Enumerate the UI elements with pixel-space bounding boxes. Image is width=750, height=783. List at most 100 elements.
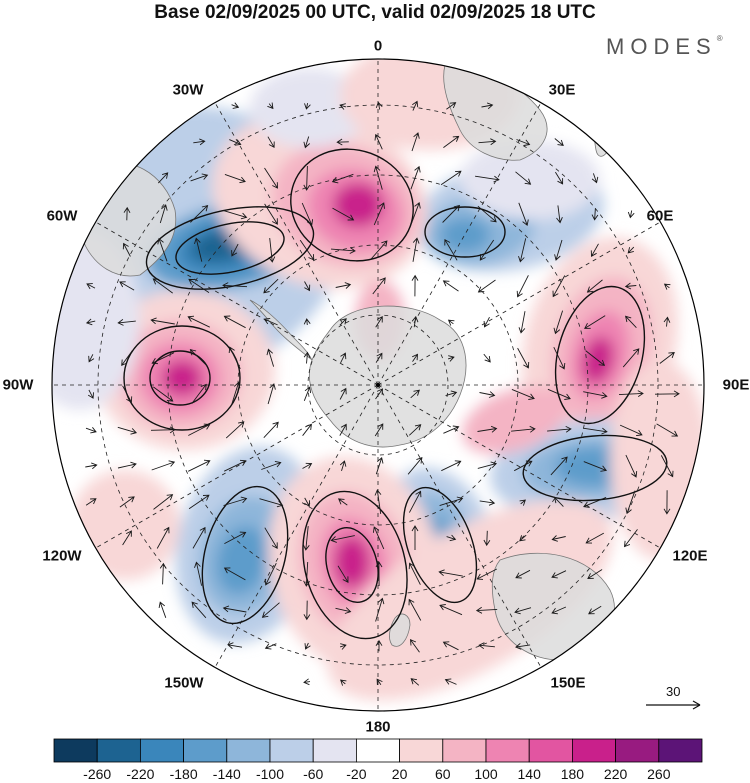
wind-arrow — [515, 643, 531, 650]
wind-arrow — [659, 351, 675, 364]
wind-arrow — [412, 237, 420, 262]
contour-line — [123, 325, 241, 431]
wind-arrow — [303, 386, 312, 401]
colorbar-swatch — [269, 738, 314, 763]
longitude-label-ne: 30E — [548, 81, 576, 99]
negative-anomaly-cell — [216, 525, 268, 595]
wind-arrow — [268, 238, 276, 263]
wind-arrow — [193, 138, 206, 146]
wind-arrow — [445, 390, 458, 398]
wind-arrow — [409, 638, 420, 653]
wind-arrow — [337, 565, 349, 583]
wind-arrow — [409, 490, 422, 513]
colorbar-swatch — [312, 738, 357, 763]
wind-arrow — [547, 388, 571, 400]
wind-arrow — [475, 606, 498, 614]
wind-arrow — [663, 316, 671, 327]
wind-arrow — [411, 315, 419, 328]
wind-arrow — [550, 456, 568, 476]
wind-arrow — [223, 315, 246, 329]
antarctica — [308, 305, 467, 448]
wind-arrow — [624, 315, 637, 329]
wind-arrow — [660, 455, 674, 478]
colorbar-tick-label: -100 — [255, 766, 285, 782]
wind-arrow — [191, 601, 207, 619]
wind-arrow — [442, 204, 461, 223]
wind-arrow — [224, 173, 246, 184]
contour-line — [402, 486, 478, 604]
contour-line — [325, 527, 379, 603]
wind-arrow — [229, 139, 242, 146]
wind-arrow — [227, 642, 243, 649]
wind-arrow — [373, 202, 385, 226]
wind-arrow — [511, 425, 536, 433]
wind-arrow — [188, 494, 210, 510]
wind-arrow — [408, 424, 422, 436]
wind-arrow — [479, 499, 496, 506]
contour-line — [201, 485, 289, 625]
colorbar-swatch — [658, 738, 703, 763]
wind-arrow — [301, 202, 314, 226]
colorbar-tick-label: -180 — [169, 766, 198, 782]
wind-arrow — [479, 391, 496, 398]
wind-arrow — [85, 462, 98, 470]
wind-arrow — [335, 282, 352, 289]
longitude-label-n: 0 — [373, 37, 383, 55]
longitude-label-nw: 30W — [172, 81, 204, 99]
colorbar-tick-label: 220 — [603, 766, 628, 782]
wind-arrow — [584, 315, 606, 329]
wind-arrow — [153, 386, 174, 402]
wind-arrow — [443, 425, 460, 434]
contour-line — [424, 206, 506, 258]
wind-arrow — [375, 315, 383, 328]
wind-arrow — [194, 237, 203, 262]
wind-arrow — [223, 496, 248, 506]
meridian-line — [95, 221, 379, 386]
negative-anomaly-cell — [440, 218, 490, 252]
wind-arrow — [376, 678, 383, 686]
positive-anomaly-cell — [327, 499, 613, 701]
longitude-label-w: 90W — [2, 376, 34, 394]
wind-vectors — [85, 100, 680, 686]
longitude-label-wnw: 60W — [46, 207, 78, 225]
wind-arrow — [191, 383, 207, 404]
wind-arrow — [85, 318, 96, 326]
wind-arrow — [444, 238, 458, 261]
wind-arrow — [440, 170, 462, 186]
wind-arrow — [303, 165, 311, 191]
wind-arrow — [625, 490, 636, 515]
wind-arrow — [339, 387, 347, 400]
colorbar-tick-label: 60 — [435, 766, 451, 782]
wind-arrow — [339, 318, 347, 326]
wind-arrow — [224, 459, 247, 472]
wind-arrow — [372, 526, 385, 550]
wind-arrow — [188, 459, 211, 472]
wind-arrow — [375, 388, 384, 400]
wind-arrow — [190, 204, 209, 223]
wind-arrow — [407, 457, 423, 475]
wind-arrow — [656, 423, 679, 437]
wind-arrow — [264, 527, 278, 550]
wind-arrow — [339, 103, 347, 110]
wind-arrow — [627, 246, 635, 254]
wind-arrow — [583, 461, 608, 472]
longitude-label-wsw: 120W — [42, 547, 82, 565]
wind-arrow — [411, 525, 419, 550]
wind-arrow — [477, 205, 497, 223]
colorbar-swatch — [399, 738, 444, 763]
wind-arrow — [230, 381, 241, 406]
wind-arrow — [267, 383, 276, 405]
wind-arrow — [372, 277, 386, 295]
wind-arrow — [374, 489, 382, 514]
map-content — [52, 59, 704, 711]
wind-arrow — [583, 391, 608, 399]
negative-anomaly-cell — [52, 230, 140, 410]
wind-arrow — [223, 567, 246, 581]
wind-arrow — [586, 279, 603, 293]
wind-arrow — [302, 423, 312, 436]
wind-arrow — [515, 569, 531, 579]
wind-arrow — [187, 315, 210, 328]
meridian-line — [377, 384, 542, 668]
wind-arrow — [412, 353, 419, 362]
